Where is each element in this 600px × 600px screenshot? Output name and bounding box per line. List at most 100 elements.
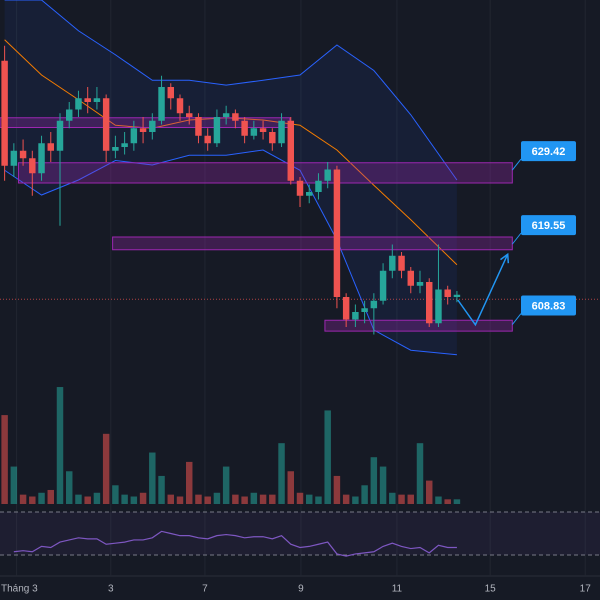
x-tick-label: 11 <box>392 584 403 595</box>
projection-path <box>457 253 509 327</box>
candle-body <box>130 128 138 144</box>
volume-bar <box>407 494 414 504</box>
x-tick-label: 9 <box>298 584 304 595</box>
candle-body <box>389 255 396 271</box>
zone <box>112 236 513 251</box>
volume-bar <box>389 492 396 504</box>
candle-body <box>296 180 304 196</box>
volume-bar <box>75 494 82 504</box>
volume-bar <box>84 496 91 504</box>
volume-bar <box>130 496 138 504</box>
candle-body <box>315 180 322 192</box>
zone <box>324 319 513 332</box>
candle-body <box>259 128 267 132</box>
volume-bar <box>186 461 193 504</box>
candle-body <box>435 289 442 324</box>
volume-bar <box>204 496 211 504</box>
volume-bar <box>47 489 54 504</box>
candle-body <box>102 98 110 151</box>
volume-bar <box>361 485 368 504</box>
candle-body <box>158 87 165 121</box>
volume-bar <box>149 452 156 504</box>
volume-bar <box>398 494 405 504</box>
candle-body <box>195 117 202 136</box>
price-label: 608.83 <box>532 300 566 312</box>
candle-body <box>398 255 405 271</box>
arrow-head <box>500 252 510 264</box>
x-tick-label: Tháng 3 <box>1 584 38 595</box>
candle-body <box>10 150 18 166</box>
volume-bar <box>296 492 304 504</box>
volume-bar <box>352 496 359 504</box>
candle-body <box>19 150 27 159</box>
candle-body <box>287 120 294 181</box>
volume-bar <box>370 457 378 504</box>
candle-body <box>66 109 73 121</box>
volume-bar <box>19 494 27 504</box>
x-tick-label: 3 <box>108 584 114 595</box>
volume-bar <box>56 387 64 504</box>
volume-bar <box>287 471 294 504</box>
band-upper <box>4 0 458 181</box>
volume-bar <box>453 499 461 504</box>
price-label-box <box>521 141 576 162</box>
candle-body <box>222 113 230 117</box>
candle-body <box>38 143 45 174</box>
price-label-box <box>521 295 576 316</box>
candle-body <box>167 87 174 99</box>
candle-body <box>29 158 36 174</box>
volume-bar <box>379 466 387 504</box>
volume-bar <box>1 415 8 504</box>
price-label-box <box>521 215 576 236</box>
volume-bar <box>222 466 230 504</box>
candle-body <box>352 312 359 320</box>
volume-bar <box>241 496 248 504</box>
candle-body <box>444 289 451 297</box>
candle-body <box>84 98 91 102</box>
candle-body <box>241 120 248 136</box>
candle-body <box>176 98 184 114</box>
candle-body <box>204 135 211 144</box>
candle-body <box>112 147 119 151</box>
price-label: 619.55 <box>532 220 566 232</box>
volume-bar <box>278 443 285 504</box>
volume-bar <box>269 494 276 504</box>
candle-body <box>250 128 258 136</box>
zone <box>17 162 513 184</box>
price-label: 629.42 <box>532 146 566 158</box>
candle-body <box>149 120 156 132</box>
candle-body <box>269 132 276 144</box>
volume-bar <box>324 410 331 504</box>
volume-bar <box>426 480 433 504</box>
candle-body <box>213 117 221 144</box>
volume-bar <box>232 494 239 504</box>
volume-bar <box>112 485 119 504</box>
volume-bar <box>102 433 110 504</box>
volume-bar <box>158 475 165 504</box>
candle-body <box>186 113 193 117</box>
volume-bar <box>315 496 322 504</box>
x-tick-label: 7 <box>202 584 208 595</box>
candle-body <box>379 270 387 301</box>
x-tick-label: 15 <box>485 584 497 595</box>
candle-body <box>1 60 8 166</box>
candle-body <box>93 98 101 102</box>
volume-bar <box>10 466 18 504</box>
volume-bar <box>416 443 424 504</box>
volume-bar <box>38 492 45 504</box>
candle-body <box>278 120 285 144</box>
volume-bar <box>250 492 258 504</box>
candle-body <box>453 294 461 297</box>
candle-body <box>306 192 313 196</box>
volume-bar <box>176 496 184 504</box>
candle-body <box>342 297 350 320</box>
volume-bar <box>342 494 350 504</box>
candle-body <box>407 270 414 286</box>
volume-bar <box>195 494 202 504</box>
candle-body <box>370 300 378 309</box>
volume-bar <box>121 494 128 504</box>
volume-bar <box>66 471 73 504</box>
volume-bar <box>333 475 341 504</box>
